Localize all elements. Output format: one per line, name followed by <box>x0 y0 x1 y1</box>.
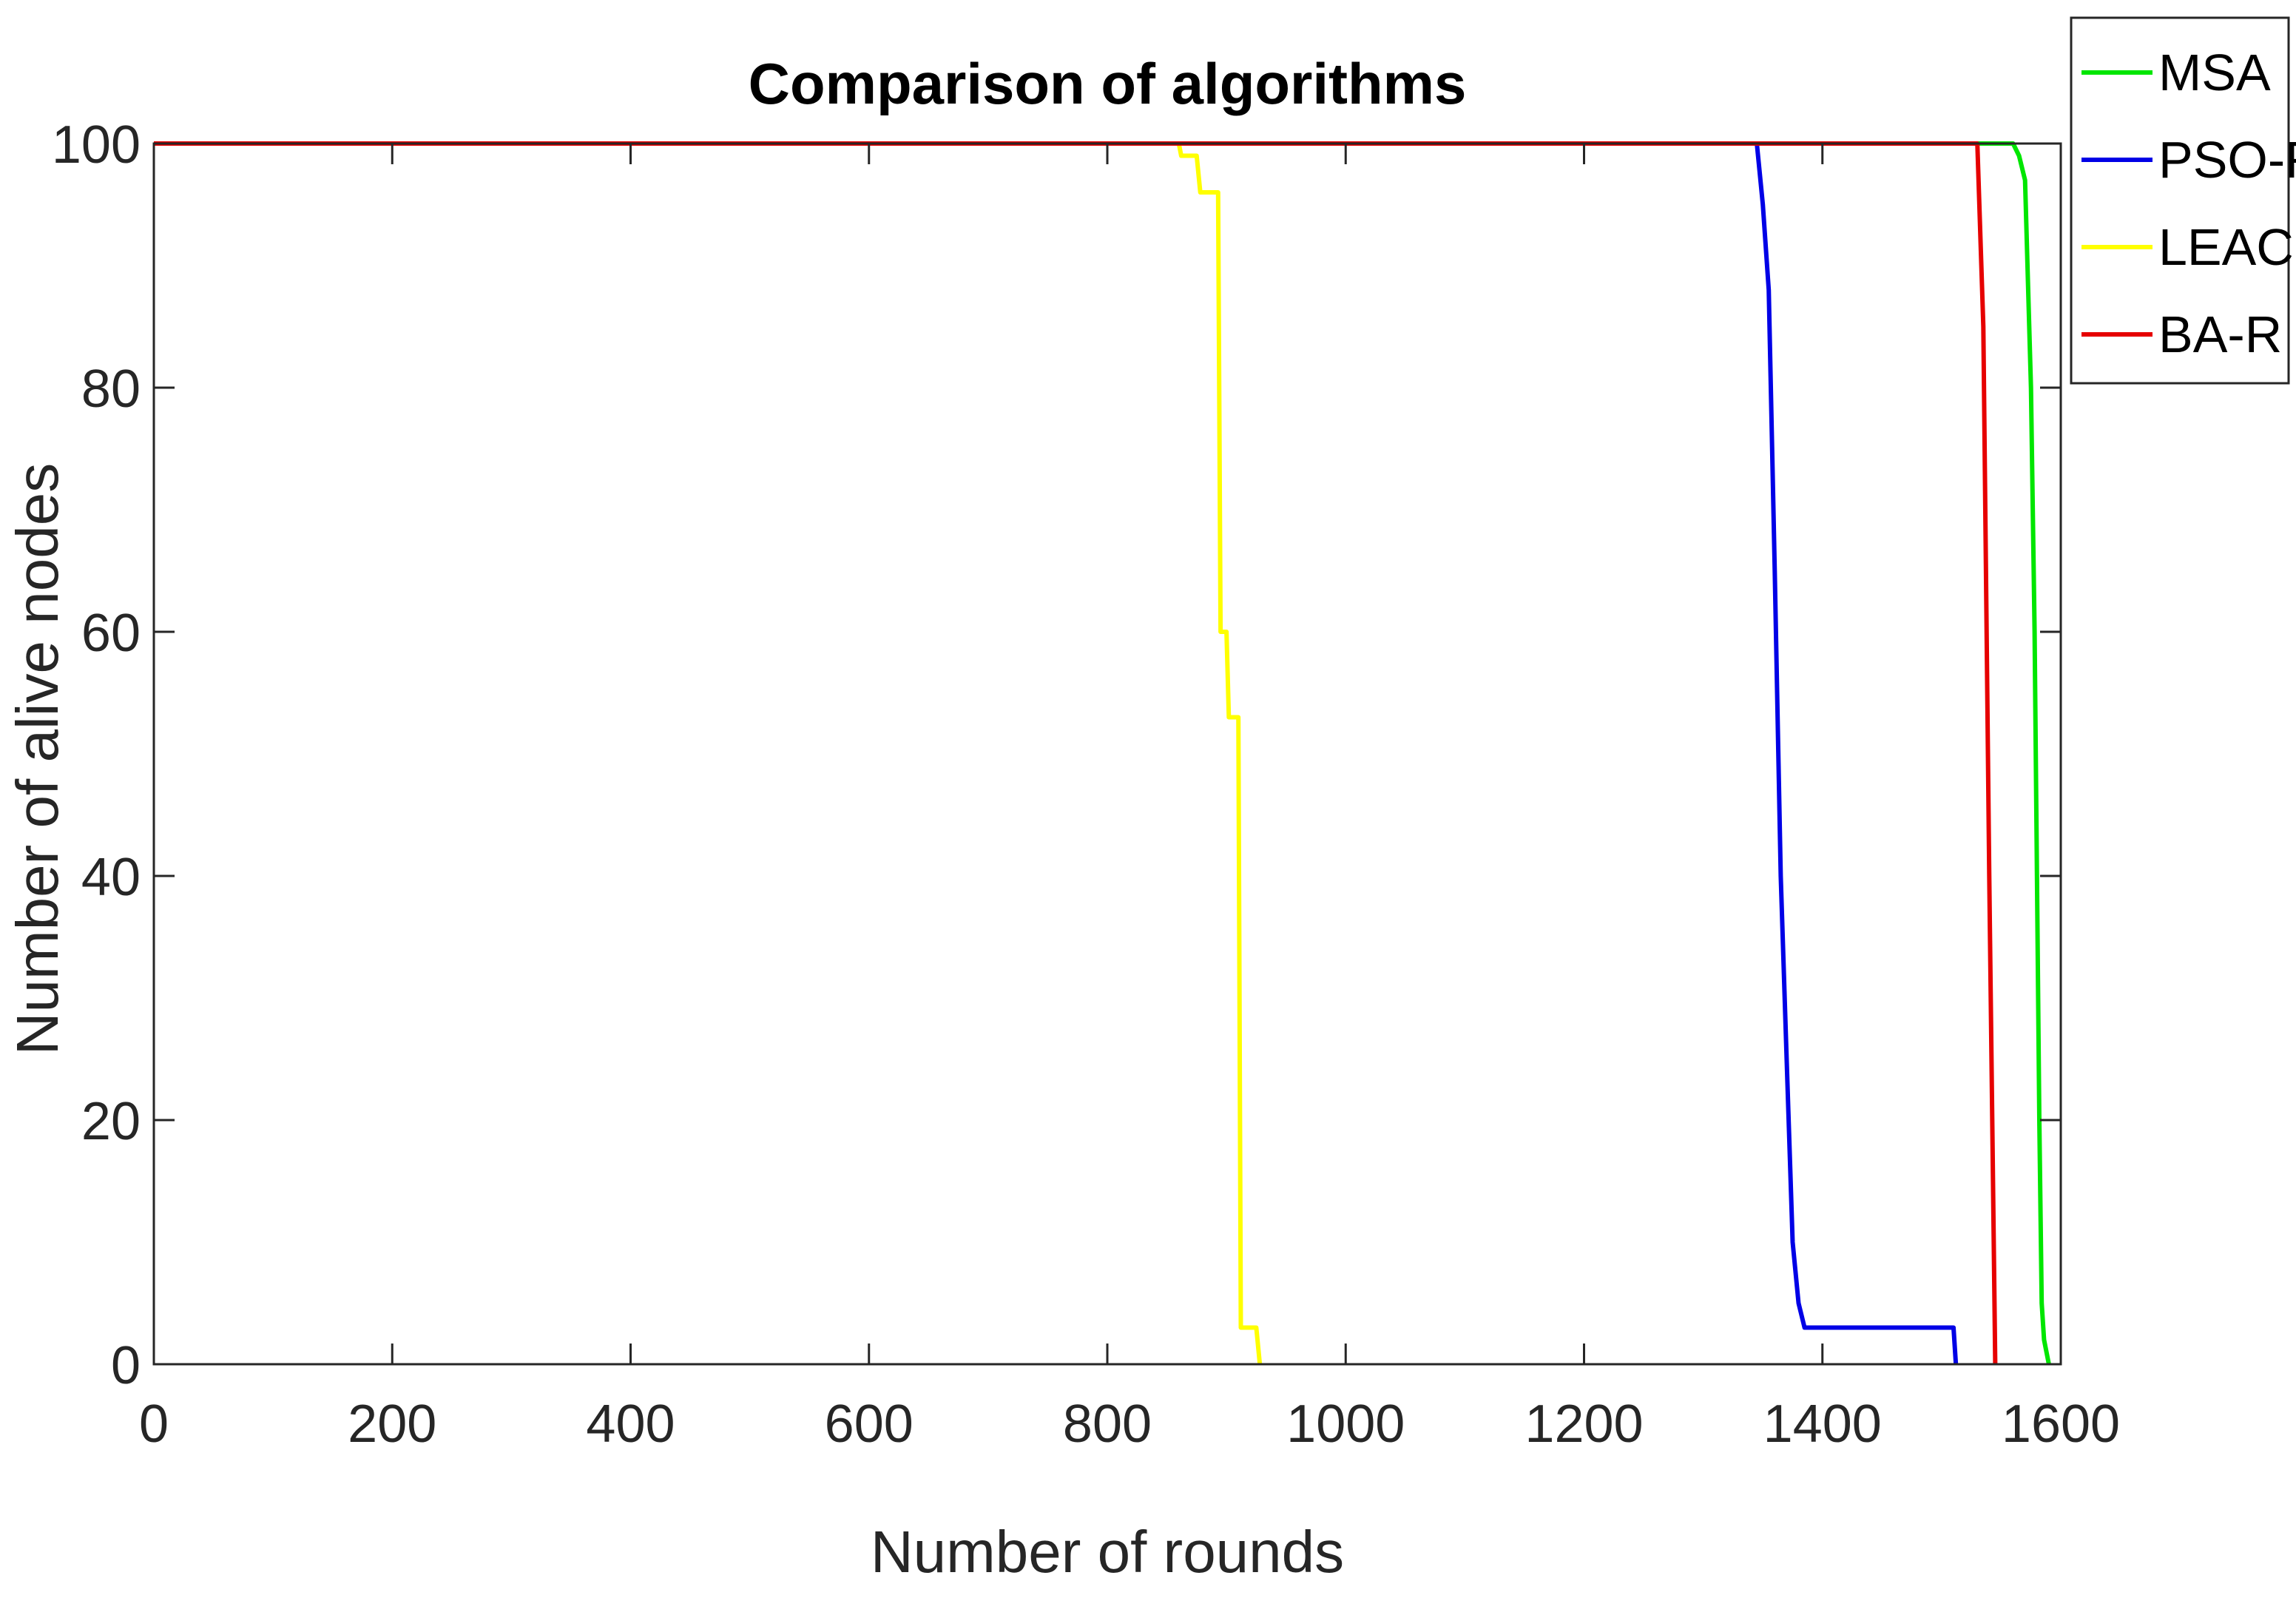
legend-label: LEACH <box>2158 218 2296 276</box>
y-tick-label: 40 <box>81 848 141 907</box>
y-tick-label: 20 <box>81 1092 141 1151</box>
series-line-leach <box>154 141 1263 1365</box>
legend-label: PSO-R <box>2158 131 2296 189</box>
x-tick-label: 800 <box>1063 1395 1152 1454</box>
x-tick-label: 0 <box>139 1395 169 1454</box>
series-line-msa <box>154 141 2051 1365</box>
x-tick-label: 1200 <box>1525 1395 1643 1454</box>
legend-entries: MSA PSO-R LEACH BA-R <box>2081 44 2296 363</box>
x-tick-label: 1400 <box>1763 1395 1882 1454</box>
x-tick-label: 200 <box>348 1395 436 1454</box>
x-tick-label: 600 <box>825 1395 914 1454</box>
x-axis-title: Number of rounds <box>871 1519 1344 1585</box>
x-tick-label: 1600 <box>2002 1395 2120 1454</box>
legend-label: MSA <box>2158 44 2271 101</box>
y-tick-label: 100 <box>52 115 141 175</box>
y-tick-label: 0 <box>111 1336 141 1395</box>
y-tick-label: 60 <box>81 604 141 663</box>
series-line-pso-r <box>154 141 1959 1365</box>
x-tick-label: 400 <box>586 1395 675 1454</box>
chart-title: Comparison of algorithms <box>749 51 1467 116</box>
y-axis-title: Number of alive nodes <box>4 463 70 1055</box>
x-tick-label: 1000 <box>1286 1395 1405 1454</box>
ticks-layer: 0 200 400 600 800 1000 1200 1400 1600 0 20 40 60 80 10… <box>52 115 2120 1454</box>
legend-label: BA-R <box>2158 306 2282 363</box>
y-tick-label: 80 <box>81 360 141 419</box>
legend: MSA PSO-R LEACH BA-R <box>2070 16 2296 385</box>
legend-box <box>2070 16 2290 385</box>
